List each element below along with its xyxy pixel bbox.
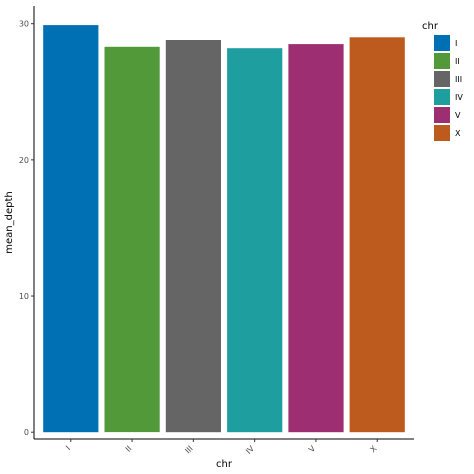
- y-tick-label: 0: [24, 428, 29, 437]
- y-tick-label: 20: [19, 156, 29, 165]
- x-axis-title: chr: [216, 459, 233, 470]
- legend-title: chr: [422, 21, 439, 32]
- legend-swatch-I: [434, 35, 450, 51]
- legend-label: II: [455, 57, 460, 66]
- bars-group: [43, 25, 405, 433]
- legend-label: III: [455, 75, 462, 84]
- legend-swatch-II: [434, 53, 450, 69]
- bar-V: [288, 44, 344, 433]
- bar-IV: [227, 48, 283, 433]
- x-tick-label: IV: [244, 444, 256, 456]
- bar-III: [165, 40, 221, 433]
- x-tick-label: V: [307, 444, 318, 455]
- y-tick-label: 10: [19, 292, 29, 301]
- y-axis-title: mean_depth: [4, 191, 15, 253]
- y-axis-ticks: 0 10 20 30: [19, 20, 34, 437]
- x-tick-label: III: [183, 444, 194, 455]
- legend-swatch-III: [434, 71, 450, 87]
- legend-label: X: [455, 129, 461, 138]
- legend-label: V: [455, 111, 461, 120]
- y-tick-label: 30: [19, 20, 29, 29]
- legend-swatch-X: [434, 125, 450, 141]
- legend-swatch-IV: [434, 89, 450, 105]
- x-axis-ticks: I II III IV V X: [64, 439, 379, 456]
- legend-label: IV: [455, 93, 463, 102]
- x-tick-label: I: [64, 444, 72, 452]
- bar-X: [349, 37, 405, 433]
- x-tick-label: II: [124, 444, 134, 454]
- legend-swatch-V: [434, 107, 450, 123]
- x-tick-label: X: [368, 444, 379, 455]
- bar-II: [104, 46, 160, 433]
- legend-label: I: [455, 39, 457, 48]
- bar-I: [43, 25, 99, 433]
